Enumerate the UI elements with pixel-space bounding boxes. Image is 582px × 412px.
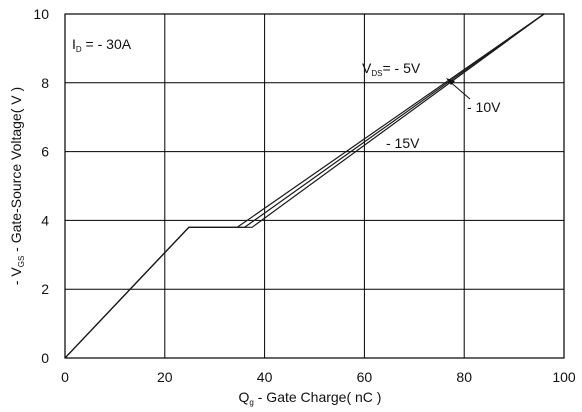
y-tick-label: 4 <box>41 212 49 228</box>
y-tick-label: 0 <box>41 350 49 366</box>
grid-lines <box>64 13 565 359</box>
x-tick-label: 40 <box>257 369 273 385</box>
leader-arrowhead <box>446 78 455 85</box>
x-tick-label: 80 <box>456 369 472 385</box>
x-tick-labels: 0 20 40 60 80 100 <box>61 369 576 385</box>
y-tick-label: 10 <box>33 6 49 22</box>
series-line-10v <box>64 13 545 359</box>
x-tick-label: 100 <box>552 369 576 385</box>
y-tick-label: 6 <box>41 144 49 160</box>
y-axis-title: - VGS - Gate-Source Voltage( V ) <box>8 87 26 285</box>
plot-frame <box>64 13 565 359</box>
series-lines <box>64 13 545 359</box>
y-tick-labels: 0 2 4 6 8 10 <box>33 6 49 366</box>
x-axis-title: Qg - Gate Charge( nC ) <box>239 389 382 407</box>
y-tick-label: 2 <box>41 281 49 297</box>
drain-current-annotation: ID = - 30A <box>72 36 132 54</box>
series-label-vds-5v: VDS= - 5V <box>362 60 421 78</box>
y-tick-label: 8 <box>41 75 49 91</box>
series-label-10v: - 10V <box>467 99 501 115</box>
x-tick-label: 0 <box>61 369 69 385</box>
x-tick-label: 20 <box>157 369 173 385</box>
series-line-15v <box>64 13 545 359</box>
x-tick-label: 60 <box>357 369 373 385</box>
series-label-15v: - 15V <box>386 135 420 151</box>
